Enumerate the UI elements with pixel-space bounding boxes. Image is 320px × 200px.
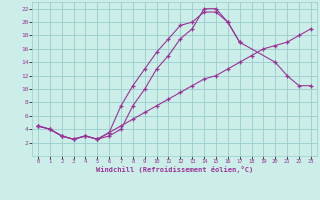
X-axis label: Windchill (Refroidissement éolien,°C): Windchill (Refroidissement éolien,°C) xyxy=(96,166,253,173)
